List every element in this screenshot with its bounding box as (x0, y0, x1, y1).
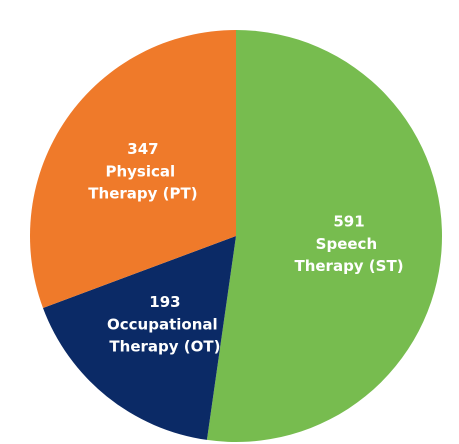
pie-slice (42, 236, 237, 440)
slice-label: Occupational Therapy (OT) (107, 315, 223, 355)
slice-value: 347 (127, 140, 158, 158)
pie-slice (206, 30, 442, 442)
slice-label: Physical Therapy (PT) (88, 162, 197, 202)
slice-value: 591 (333, 213, 364, 231)
slice-value: 193 (149, 293, 180, 311)
pie-slice (29, 30, 236, 308)
slice-label: Speech Therapy (ST) (294, 235, 403, 275)
